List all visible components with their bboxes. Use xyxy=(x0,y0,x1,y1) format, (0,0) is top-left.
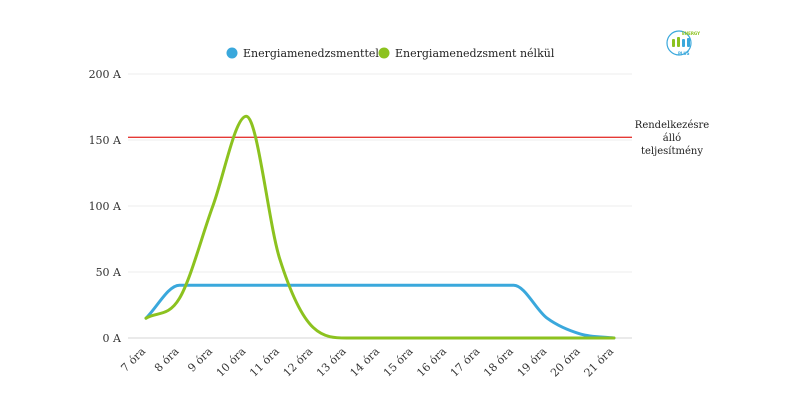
x-tick-label: 11 óra xyxy=(247,345,282,380)
y-tick-label: 200 A xyxy=(89,68,122,81)
y-axis-ticks: 0 A 50 A 100 A 150 A 200 A xyxy=(89,68,122,345)
series-line-2 xyxy=(144,114,616,340)
reference-line-label: teljesítmény xyxy=(641,146,703,157)
x-tick-label: 14 óra xyxy=(348,345,383,380)
logo-bottom-text: PLUS xyxy=(678,51,690,56)
logo-bar-4 xyxy=(687,38,690,47)
x-tick-label: 10 óra xyxy=(214,345,249,380)
legend-label: Energiamenedzsment nélkül xyxy=(395,47,555,60)
x-tick-label: 17 óra xyxy=(448,345,483,380)
x-tick-label: 12 óra xyxy=(281,345,316,380)
logo-bar-1 xyxy=(672,39,675,47)
series-lines xyxy=(144,114,616,340)
legend: Energiamenedzsmenttel Energiamenedzsment … xyxy=(226,47,555,60)
x-tick-label: 20 óra xyxy=(548,345,583,380)
legend-marker xyxy=(226,47,238,59)
y-tick-label: 50 A xyxy=(96,266,122,279)
x-tick-label: 16 óra xyxy=(414,345,449,380)
x-tick-label: 18 óra xyxy=(481,345,516,380)
x-tick-label: 7 óra xyxy=(118,345,148,375)
reference-line-label: Rendelkezésre xyxy=(635,120,709,131)
y-tick-label: 100 A xyxy=(89,200,122,213)
legend-label: Energiamenedzsmenttel xyxy=(243,47,379,60)
x-tick-label: 13 óra xyxy=(314,345,349,380)
legend-marker xyxy=(378,47,390,59)
logo-bar-2 xyxy=(677,37,680,47)
company-logo: ENERGY PLUS xyxy=(666,30,700,56)
x-tick-label: 21 óra xyxy=(582,345,617,380)
logo-ring xyxy=(666,30,692,56)
x-tick-label: 8 óra xyxy=(152,345,182,375)
logo-bar-3 xyxy=(682,39,685,47)
reference-line-group: Rendelkezésre álló teljesítmény xyxy=(128,120,709,157)
reference-line-label: álló xyxy=(663,133,681,144)
logo-top-text: ENERGY xyxy=(682,31,700,36)
series-line-1 xyxy=(144,283,616,340)
x-tick-label: 9 óra xyxy=(185,345,215,375)
x-tick-label: 19 óra xyxy=(515,345,550,380)
x-tick-label: 15 óra xyxy=(381,345,416,380)
gridlines xyxy=(128,73,632,339)
y-tick-label: 0 A xyxy=(103,332,122,345)
y-tick-label: 150 A xyxy=(89,134,122,147)
